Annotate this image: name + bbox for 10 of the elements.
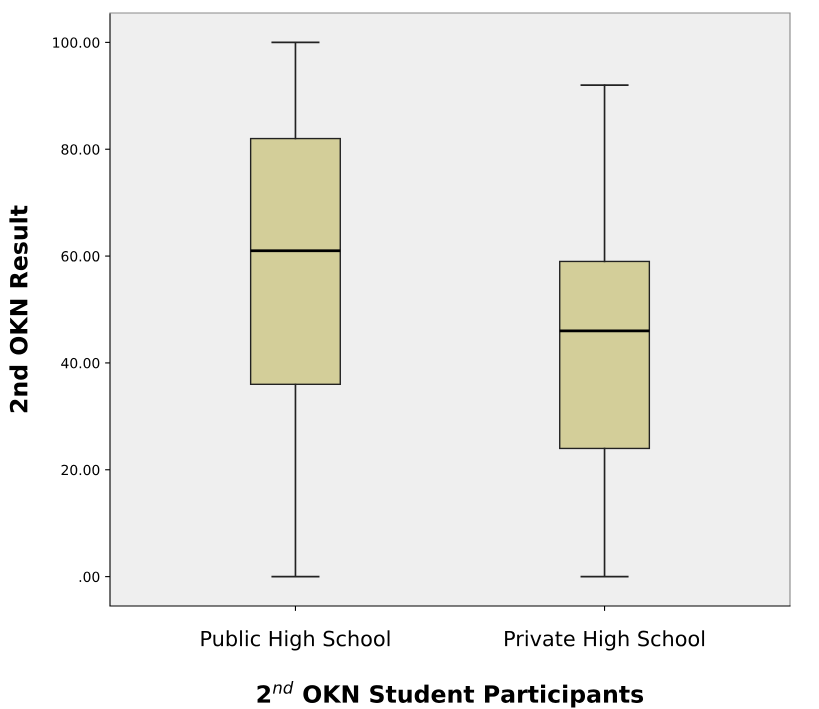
y-tick-label: 20.00: [62, 464, 100, 476]
y-tick-label: .00: [80, 572, 100, 582]
y-tick-label: 100.00: [53, 37, 100, 48]
x-tick-label: Private High School: [505, 630, 704, 650]
y-axis-title: 2nd OKN Result: [9, 205, 28, 412]
y-tick-label: 80.00: [61, 144, 100, 155]
x-axis-title: 2$^{nd}$ OKN Student Participants: [258, 681, 644, 708]
y-tick-label: 60.00: [61, 251, 100, 262]
y-tick-label: 40.00: [61, 358, 100, 368]
x-tick-label: Public High School: [202, 630, 390, 650]
